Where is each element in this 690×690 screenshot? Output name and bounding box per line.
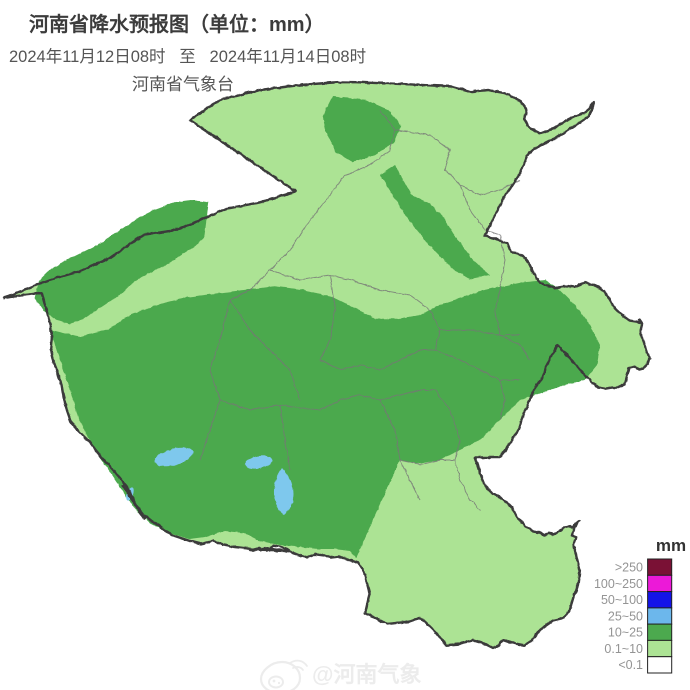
svg-text:mm: mm (656, 536, 686, 555)
svg-text:100~250: 100~250 (594, 577, 643, 591)
svg-text:50~100: 50~100 (601, 593, 643, 607)
svg-text:25~50: 25~50 (608, 609, 643, 623)
svg-text:@河南气象: @河南气象 (312, 662, 421, 687)
svg-text:<0.1: <0.1 (618, 658, 643, 672)
svg-text:0.1~10: 0.1~10 (604, 642, 643, 656)
svg-text:>250: >250 (615, 561, 643, 575)
svg-text:10~25: 10~25 (608, 626, 643, 640)
